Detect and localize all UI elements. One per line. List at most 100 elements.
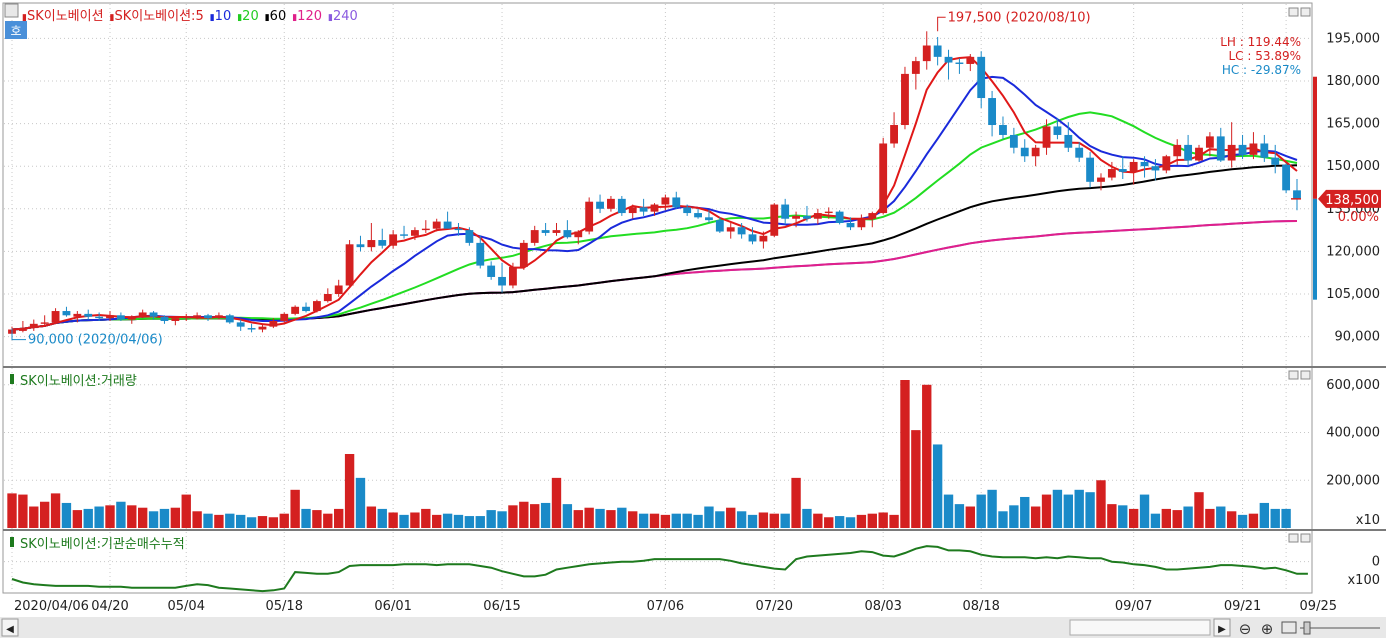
candle-up [509, 267, 517, 286]
date-tick-label: 05/04 [168, 599, 205, 614]
volume-bar [410, 512, 420, 528]
volume-bar [116, 501, 126, 528]
candle-up [269, 320, 278, 327]
candle-down [454, 228, 463, 231]
volume-bar [660, 514, 671, 528]
scrollbar-track[interactable] [0, 617, 1386, 638]
volume-panel-title: SK이노베이션:거래량 [20, 374, 137, 389]
volume-bar [976, 494, 986, 528]
fit-view-icon[interactable] [1281, 621, 1297, 634]
volume-bar [715, 511, 725, 528]
date-tick-label: 09/07 [1115, 599, 1152, 614]
volume-bar [856, 514, 867, 528]
zoom-slider-handle[interactable] [1303, 621, 1311, 635]
scroll-right-icon: ▶ [1218, 624, 1226, 635]
volume-bar [573, 510, 583, 528]
tab-icon[interactable] [5, 21, 27, 39]
candle-up [421, 228, 430, 231]
volume-bar [170, 507, 181, 528]
volume-bar [617, 507, 627, 528]
institutional-line [11, 545, 1308, 593]
scroll-thumb[interactable] [1069, 619, 1211, 636]
volume-bar [312, 510, 322, 528]
candle-down [476, 242, 485, 266]
volume-bar [301, 508, 311, 528]
volume-tick-label: 600,000 [1326, 378, 1380, 393]
candle-up [661, 197, 670, 205]
candle-down [705, 217, 713, 221]
candle-down [247, 328, 256, 330]
candle-down [1216, 136, 1225, 161]
volume-panel-maximize-icon[interactable] [1300, 370, 1311, 380]
volume-bar [1194, 492, 1204, 528]
volume-bar [257, 516, 268, 528]
volume-bar [824, 517, 834, 528]
scroll-left-button[interactable] [1, 618, 19, 637]
candle-down [465, 230, 474, 243]
volume-title-marker [10, 374, 14, 384]
volume-bar [998, 511, 1008, 528]
volume-bar [366, 506, 377, 528]
candle-up [334, 285, 343, 294]
volume-bar [214, 514, 224, 528]
candle-up [432, 221, 441, 229]
candle-up [879, 143, 888, 214]
candle-up [574, 231, 583, 238]
candle-down [596, 201, 604, 209]
volume-bar [889, 514, 899, 528]
candle-down [487, 265, 496, 277]
annotations: 197,500 (2020/08/10) 90,000 (2020/04/06) L… [11, 10, 1381, 348]
current-price-tag [1318, 189, 1381, 208]
candle-down [116, 315, 125, 320]
volume-bar [671, 513, 681, 528]
legend-item: 20 [242, 9, 259, 24]
candle-up [214, 315, 223, 319]
inst-panel-maximize-icon[interactable] [1300, 533, 1311, 543]
candle-up [367, 240, 376, 248]
volume-bar [845, 517, 856, 528]
candle-down [563, 230, 572, 238]
candle-down [715, 220, 724, 232]
volume-bar [475, 516, 485, 528]
candle-up [29, 323, 38, 329]
candle-up [1107, 169, 1116, 178]
price-tick-label: 150,000 [1326, 159, 1380, 174]
volume-bar [606, 510, 616, 528]
volume-bar [780, 513, 790, 528]
candle-down [225, 315, 234, 323]
candle-down [84, 313, 93, 317]
volume-bar [1270, 508, 1280, 528]
volume-bar [1096, 480, 1106, 528]
scroll-right-button[interactable] [1213, 618, 1231, 637]
volume-bar [1085, 492, 1095, 528]
inst-panel-minimize-icon[interactable] [1288, 533, 1299, 543]
volume-panel-minimize-icon[interactable] [1288, 370, 1299, 380]
zoom-in-icon[interactable]: ⊕ [1261, 620, 1274, 638]
candle-up [193, 315, 202, 317]
candle-down [1064, 134, 1073, 148]
volume-bar [225, 513, 235, 528]
candle-down [694, 213, 702, 218]
volume-bar [323, 513, 333, 528]
volume-tick-label: 200,000 [1326, 473, 1380, 488]
legend-marker: ▮ [292, 13, 297, 23]
candle-down [1282, 164, 1291, 191]
candle-down [977, 56, 986, 99]
price-panel-minimize-icon[interactable] [1288, 7, 1299, 17]
candles [8, 31, 1301, 337]
inst-title-marker [10, 537, 14, 547]
price-tick-label: 180,000 [1326, 74, 1380, 89]
volume-bar [584, 507, 594, 528]
zoom-out-icon[interactable]: ⊖ [1239, 620, 1252, 638]
volume-bar [1161, 508, 1172, 528]
volume-bar [1259, 502, 1270, 528]
volume-bar [769, 513, 779, 528]
volume-bar [50, 493, 61, 528]
price-panel-maximize-icon[interactable] [1300, 7, 1311, 17]
date-tick-label: 07/20 [756, 599, 793, 614]
price-tick-label: 90,000 [1335, 330, 1381, 345]
volume-bar [1020, 496, 1030, 528]
legend-marker: ▮ [265, 13, 270, 23]
volume-bar [1226, 511, 1237, 528]
panel-menu-icon[interactable] [4, 3, 19, 18]
